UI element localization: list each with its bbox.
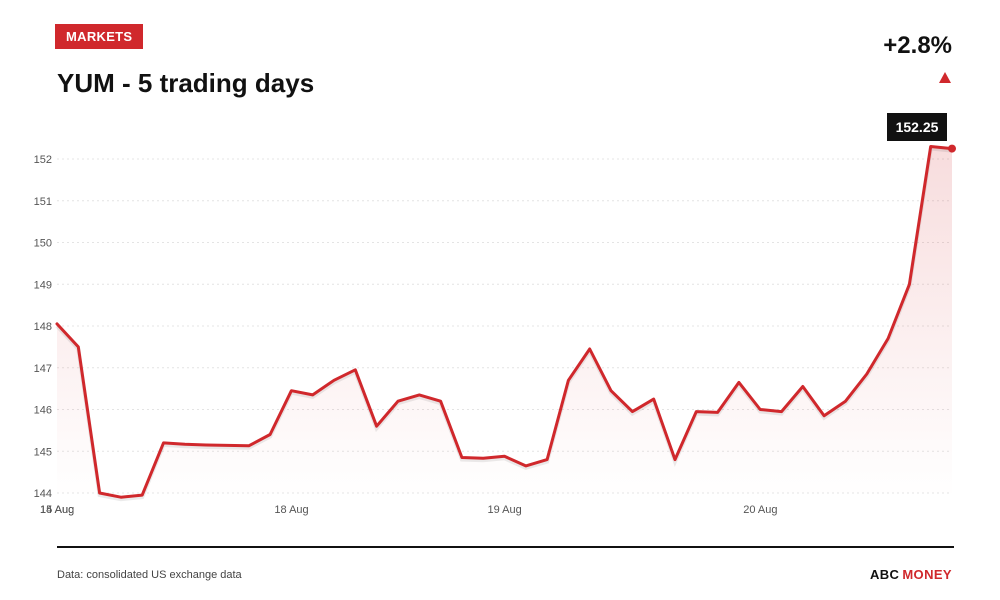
data-point — [567, 379, 570, 382]
data-point — [418, 393, 421, 396]
price-line — [55, 145, 954, 499]
data-point — [695, 410, 698, 413]
brand-name-part2: MONEY — [902, 567, 952, 582]
x-tick-label: 18 Aug — [274, 504, 308, 516]
data-point — [77, 345, 80, 348]
x-tick-label: 15 Aug — [40, 504, 74, 516]
y-tick-label: 147 — [34, 363, 52, 375]
data-point — [716, 411, 719, 414]
data-point — [588, 347, 591, 350]
data-point — [226, 444, 229, 447]
data-point — [631, 410, 634, 413]
data-point — [98, 492, 101, 495]
last-point-dot — [948, 144, 956, 153]
data-point — [439, 400, 442, 403]
y-tick-label: 151 — [34, 196, 52, 208]
data-point — [908, 283, 911, 286]
data-point — [354, 368, 357, 371]
data-point — [396, 400, 399, 403]
triangle-up-icon — [939, 72, 951, 83]
data-point — [375, 425, 378, 428]
data-point — [673, 458, 676, 461]
chart-title: YUM - 5 trading days — [57, 68, 315, 98]
y-tick-label: 149 — [34, 279, 52, 291]
y-tick-label: 148 — [34, 321, 52, 333]
x-tick-label: 20 Aug — [743, 504, 777, 516]
data-source: Data: consolidated US exchange data — [57, 569, 242, 581]
data-point — [141, 494, 144, 497]
data-point — [119, 496, 122, 499]
data-point — [482, 457, 485, 460]
brand-logo: ABC MONEY — [870, 567, 952, 582]
data-point — [311, 393, 314, 396]
data-point — [290, 389, 293, 392]
data-point — [333, 379, 336, 382]
last-value-box — [887, 113, 947, 141]
data-point — [524, 464, 527, 467]
data-point — [844, 400, 847, 403]
data-point — [247, 444, 250, 447]
price-area — [57, 146, 952, 498]
y-tick-label: 146 — [34, 405, 52, 417]
data-point — [162, 441, 165, 444]
y-tick-label: 144 — [34, 488, 52, 500]
data-point — [205, 443, 208, 446]
footer-rule — [57, 546, 954, 548]
x-tick-label: 14 Aug — [40, 504, 74, 516]
data-point — [460, 456, 463, 459]
y-tick-label: 152 — [34, 154, 52, 166]
data-point — [801, 385, 804, 388]
last-value-label: 152.25 — [896, 119, 939, 135]
data-point — [610, 389, 613, 392]
data-point — [737, 381, 740, 384]
data-point — [269, 433, 272, 436]
data-point — [652, 398, 655, 401]
data-point — [865, 373, 868, 376]
data-point — [546, 458, 549, 461]
y-tick-label: 150 — [34, 238, 52, 250]
data-point — [823, 414, 826, 417]
brand-name-part1: ABC — [869, 567, 900, 582]
data-point — [887, 337, 890, 340]
last-value-label-group: 152.25 — [887, 113, 956, 153]
section-badge: MARKETS — [55, 24, 144, 49]
y-tick-label: 145 — [34, 446, 52, 458]
data-point — [780, 410, 783, 413]
data-point — [929, 145, 932, 148]
data-point — [759, 408, 762, 411]
data-point — [503, 455, 506, 458]
change-percent: +2.8% — [883, 32, 952, 59]
x-tick-label: 19 Aug — [488, 504, 522, 516]
y-axis-ticks: 144 145 146 147 148 149 150 151 152 — [34, 154, 52, 500]
data-point — [183, 443, 186, 446]
data-point — [56, 322, 59, 325]
